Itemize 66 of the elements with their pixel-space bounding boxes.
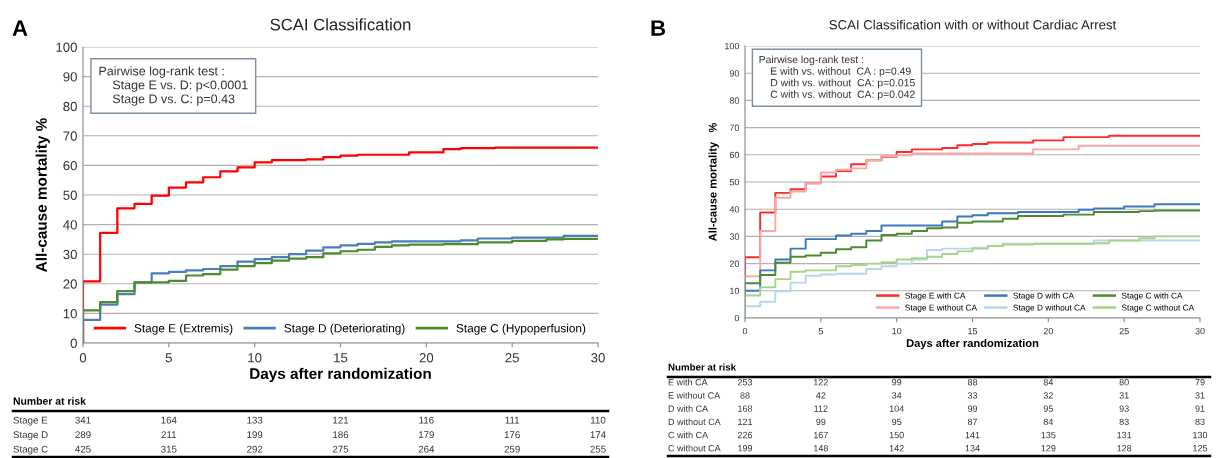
y-tick-label: 20 <box>63 279 77 289</box>
text: C with CA 226 167 150 141 135 131 130 <box>668 431 1208 439</box>
text: E with CA 253 122 99 88 84 80 79 <box>668 378 1205 386</box>
text: D without CA 121 99 95 87 84 83 83 <box>668 418 1205 426</box>
text: Stage E 341 164 133 121 116 111 110 <box>13 416 606 426</box>
legend-label: Stage D (Deteriorating) <box>284 323 405 335</box>
x-tick-label: 0 <box>742 327 748 335</box>
y-tick-label: 90 <box>729 70 740 77</box>
text: Stage D 289 211 199 186 179 176 174 <box>13 431 606 441</box>
text: A <box>12 20 28 36</box>
x-tick-label: 5 <box>165 353 172 363</box>
text: D with CA 168 112 104 99 95 93 91 <box>668 405 1205 412</box>
y-tick-label: 40 <box>729 206 740 213</box>
y-tick-label: 80 <box>729 97 740 104</box>
legend-label: Stage D without CA <box>1013 304 1086 313</box>
legend-label: Stage E (Extremis) <box>134 323 233 335</box>
text: C without CA 199 148 142 134 129 128 125 <box>668 444 1208 452</box>
x-tick-label: 30 <box>1195 327 1205 335</box>
annotation: Pairwise log-rank test : E with vs. without CA : p=0.49 D with vs. without CA: p=0.015 C with vs. without CA: p=0.042 <box>759 55 915 101</box>
y-tick-label: 20 <box>729 260 740 267</box>
legend-label: Stage E without CA <box>905 304 978 313</box>
y-tick-label: 100 <box>725 42 740 50</box>
text: Number at risk <box>668 363 737 371</box>
x-tick-label: 25 <box>1119 327 1129 335</box>
annotation: Pairwise log-rank test : Stage E vs. D: p<0.0001 Stage D vs. C: p=0.43 <box>99 66 248 106</box>
legend-label: Stage C (Hypoperfusion) <box>456 323 586 335</box>
y-tick-label: 80 <box>63 101 77 112</box>
x-tick-label: 25 <box>505 353 519 363</box>
y-axis-title: All-cause mortality % <box>708 123 719 241</box>
y-axis-title: All-cause mortality % <box>35 118 50 272</box>
text: B <box>651 20 666 36</box>
y-tick-label: 70 <box>729 124 740 131</box>
x-tick-label: 20 <box>419 353 434 363</box>
x-axis-title: Days after randomization <box>906 338 1039 350</box>
x-tick-label: 20 <box>1043 327 1053 335</box>
x-tick-label: 15 <box>968 328 978 335</box>
y-tick-label: 60 <box>729 151 740 159</box>
x-tick-label: 10 <box>248 353 262 363</box>
text: Number at risk <box>13 397 86 405</box>
y-tick-label: 70 <box>63 131 77 141</box>
y-tick-label: 30 <box>729 233 740 240</box>
x-tick-label: 5 <box>818 328 823 335</box>
y-tick-label: 40 <box>63 220 77 230</box>
y-tick-label: 10 <box>63 308 77 319</box>
x-tick-label: 0 <box>79 353 87 363</box>
x-axis-title: Days after randomization <box>250 367 431 383</box>
chart-title: SCAI Classification with or without Cardiac Arrest <box>829 19 1117 30</box>
y-tick-label: 30 <box>63 249 77 260</box>
y-tick-label: 50 <box>729 178 740 186</box>
x-tick-label: 30 <box>591 353 605 363</box>
y-tick-label: 10 <box>730 287 740 295</box>
y-tick-label: 100 <box>56 42 77 52</box>
x-tick-label: 15 <box>334 353 348 363</box>
chart-title: SCAI Classification <box>270 18 411 31</box>
legend-label: Stage C with CA <box>1121 292 1183 301</box>
y-tick-label: 0 <box>734 314 740 322</box>
y-tick-label: 50 <box>63 190 77 200</box>
y-tick-label: 60 <box>63 160 77 171</box>
x-tick-label: 10 <box>892 327 902 335</box>
text: E without CA 88 42 34 33 32 31 31 <box>668 391 1205 399</box>
legend-label: Stage C without CA <box>1121 304 1195 313</box>
legend-label: Stage D with CA <box>1013 292 1075 301</box>
y-tick-label: 90 <box>63 72 77 82</box>
y-tick-label: 0 <box>70 338 77 348</box>
legend-label: Stage E with CA <box>905 292 966 301</box>
text: Stage C 425 315 292 275 264 259 255 <box>13 445 606 455</box>
